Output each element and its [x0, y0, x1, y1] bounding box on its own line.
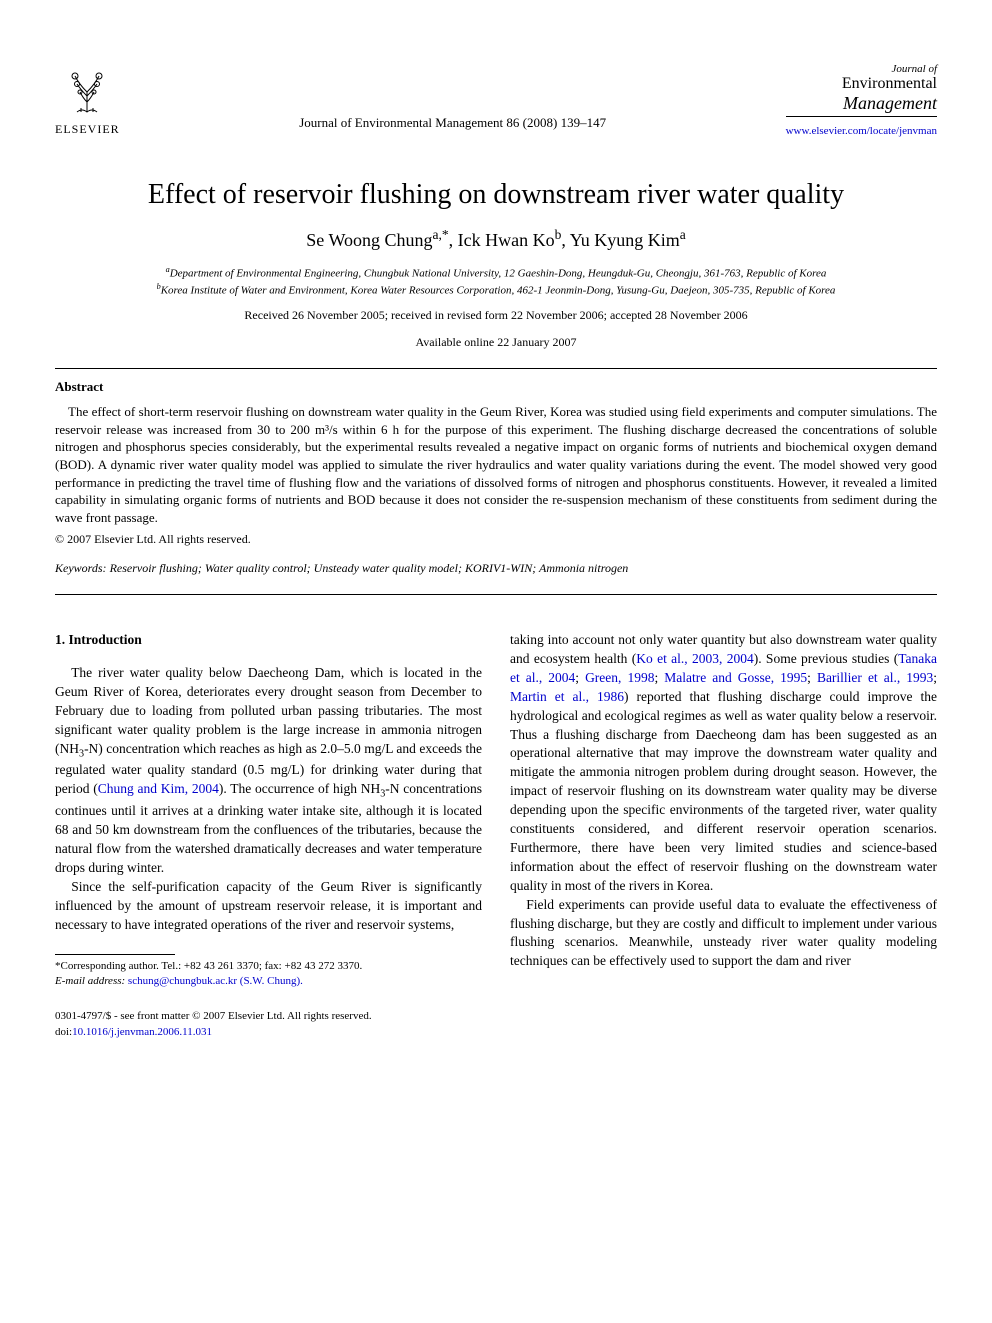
- citation-martin-1986[interactable]: Martin et al., 1986: [510, 689, 624, 704]
- citation-green-1998[interactable]: Green, 1998: [585, 670, 654, 685]
- affiliation-b-text: Korea Institute of Water and Environment…: [161, 284, 836, 296]
- intro-paragraph-1: The river water quality below Daecheong …: [55, 664, 482, 878]
- journal-logo-line2: Environmental: [786, 75, 937, 93]
- intro-paragraph-3: taking into account not only water quant…: [510, 631, 937, 895]
- corresponding-email-link[interactable]: schung@chungbuk.ac.kr (S.W. Chung).: [128, 975, 303, 987]
- available-date: Available online 22 January 2007: [55, 335, 937, 350]
- journal-url-link[interactable]: www.elsevier.com/locate/jenvman: [786, 125, 937, 137]
- doi-label: doi:: [55, 1026, 72, 1038]
- abstract-text: The effect of short-term reservoir flush…: [55, 403, 937, 526]
- copyright-line: © 2007 Elsevier Ltd. All rights reserved…: [55, 532, 937, 547]
- column-right: taking into account not only water quant…: [510, 631, 937, 1040]
- section-1-heading: 1. Introduction: [55, 631, 482, 650]
- citation-malatre-gosse-1995[interactable]: Malatre and Gosse, 1995: [664, 670, 807, 685]
- page-header: ELSEVIER Journal of Environmental Manage…: [55, 60, 937, 137]
- journal-reference: Journal of Environmental Management 86 (…: [120, 115, 786, 131]
- journal-logo-line1: Journal of: [786, 63, 937, 75]
- keywords-line: Keywords: Reservoir flushing; Water qual…: [55, 561, 937, 576]
- abstract-heading: Abstract: [55, 379, 937, 395]
- email-label: E-mail address:: [55, 975, 125, 987]
- intro-paragraph-2: Since the self-purification capacity of …: [55, 878, 482, 935]
- keywords-label: Keywords:: [55, 561, 107, 575]
- authors-line: Se Woong Chunga,*, Ick Hwan Kob, Yu Kyun…: [55, 227, 937, 251]
- doi-link[interactable]: 10.1016/j.jenvman.2006.11.031: [72, 1026, 212, 1038]
- paper-title: Effect of reservoir flushing on downstre…: [55, 179, 937, 211]
- affiliation-a: aDepartment of Environmental Engineering…: [55, 265, 937, 280]
- elsevier-tree-icon: [57, 60, 117, 120]
- front-matter-info: 0301-4797/$ - see front matter © 2007 El…: [55, 1009, 482, 1040]
- publisher-logo: ELSEVIER: [55, 60, 120, 137]
- citation-barillier-1993[interactable]: Barillier et al., 1993: [817, 670, 933, 685]
- journal-logo-block: Journal of Environmental Management www.…: [786, 63, 937, 137]
- body-two-column: 1. Introduction The river water quality …: [55, 631, 937, 1040]
- publisher-name: ELSEVIER: [55, 122, 120, 137]
- intro-paragraph-4: Field experiments can provide useful dat…: [510, 896, 937, 972]
- citation-ko-2003-2004[interactable]: Ko et al., 2003, 2004: [636, 651, 753, 666]
- front-matter-line: 0301-4797/$ - see front matter © 2007 El…: [55, 1009, 482, 1024]
- journal-logo-line3: Management: [786, 93, 937, 114]
- corresponding-author-footnote: *Corresponding author. Tel.: +82 43 261 …: [55, 959, 482, 989]
- keywords-text: Reservoir flushing; Water quality contro…: [110, 561, 629, 575]
- affiliation-b: bKorea Institute of Water and Environmen…: [55, 282, 937, 297]
- column-left: 1. Introduction The river water quality …: [55, 631, 482, 1040]
- citation-chung-kim-2004[interactable]: Chung and Kim, 2004: [98, 781, 219, 796]
- corresponding-author-line: *Corresponding author. Tel.: +82 43 261 …: [55, 959, 482, 974]
- received-dates: Received 26 November 2005; received in r…: [55, 308, 937, 323]
- affiliation-a-text: Department of Environmental Engineering,…: [170, 268, 827, 280]
